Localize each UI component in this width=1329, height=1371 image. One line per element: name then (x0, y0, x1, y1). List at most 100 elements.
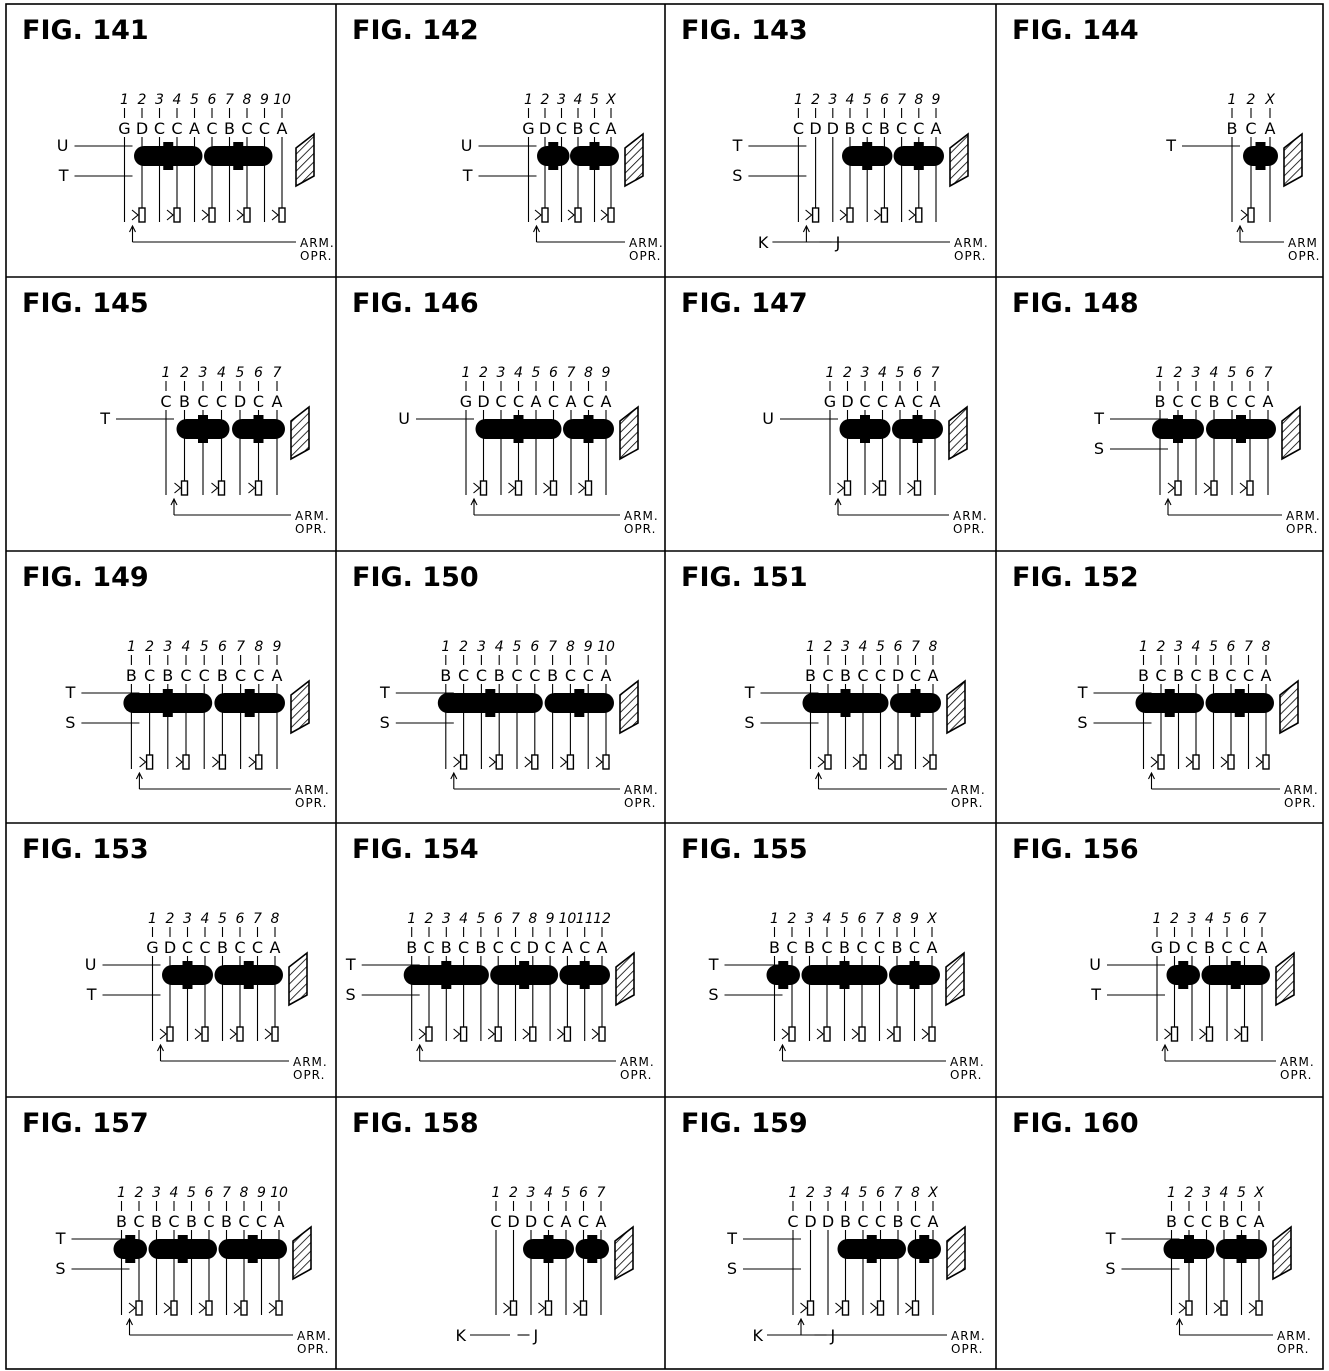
slab-pin (244, 689, 255, 717)
arm-label: ARM. (1277, 1329, 1312, 1343)
opr-label: OPR. (1280, 1068, 1312, 1082)
contact-tip (591, 1028, 599, 1040)
contact-number: 3 (155, 92, 164, 108)
contact-letter: D (804, 1212, 816, 1231)
contact-tip (908, 209, 916, 221)
contact-letter: A (277, 119, 288, 138)
contact-number: 3 (841, 639, 850, 655)
contact-letter: C (510, 938, 521, 957)
contact-letter: D (234, 392, 246, 411)
contact-letter: C (579, 938, 590, 957)
grid-frame (5, 3, 1324, 1370)
contact-letter: C (513, 392, 524, 411)
contact-tip (870, 1302, 878, 1314)
contact-number: 5 (863, 92, 872, 108)
contact-number: 6 (205, 1185, 214, 1201)
contact-number: 2 (811, 92, 820, 108)
contact-number: 7 (1244, 639, 1253, 655)
stop-plate (945, 951, 965, 1007)
side-label: T (708, 955, 719, 974)
contact-letter: A (1254, 1212, 1265, 1231)
arm-arrow (1148, 771, 1155, 780)
contact-letter: C (875, 666, 886, 685)
contact-number: 1 (162, 365, 171, 381)
contact-point (1255, 1300, 1263, 1316)
arm-label: ARM. (1286, 509, 1321, 523)
arm-label: ARM. (951, 783, 986, 797)
contact-number: 8 (566, 639, 575, 655)
contact-number: 1 (120, 92, 129, 108)
contact-point (894, 754, 902, 770)
contact-number: 2 (135, 1185, 144, 1201)
contact-tip (534, 209, 542, 221)
contact-letter: C (1201, 1212, 1212, 1231)
figure-title: FIG. 152 (1012, 562, 1139, 593)
contact-number: 4 (544, 1185, 553, 1201)
contact-letter: B (839, 938, 850, 957)
arm-arrow (779, 1043, 786, 1052)
side-label: S (732, 166, 742, 185)
slab-pin (1236, 415, 1246, 443)
contact-number: 2 (145, 639, 154, 655)
arm-arrow (533, 224, 540, 233)
contact-point (549, 480, 558, 496)
contact-letter: D (527, 938, 539, 957)
stop-plate (614, 1225, 634, 1281)
contact-tip (212, 756, 220, 768)
figure-title: FIG. 141 (22, 15, 149, 46)
contact-number: 9 (260, 92, 269, 108)
contact-tip (229, 1028, 237, 1040)
opr-label: OPR. (1288, 249, 1320, 263)
contact-letter: C (495, 392, 506, 411)
contact-tip (233, 1302, 241, 1314)
contact-number: 10 (273, 92, 291, 108)
contact-number: 5 (532, 365, 541, 381)
contact-letter: C (197, 392, 208, 411)
contact-number: 10 (597, 639, 615, 655)
contact-number: 2 (180, 365, 189, 381)
contact-point (138, 207, 146, 223)
contact-point (170, 1300, 178, 1316)
contact-point (529, 1026, 537, 1042)
k-label: K (753, 1326, 764, 1345)
contact-number: 2 (459, 639, 468, 655)
stop-plate (290, 679, 310, 735)
side-label: S (65, 713, 75, 732)
contact-point (509, 1300, 518, 1316)
contact-number: X (605, 92, 616, 108)
contact-letter: C (912, 392, 923, 411)
side-label: T (58, 166, 69, 185)
contact-letter: A (601, 666, 612, 685)
contact-letter: C (909, 938, 920, 957)
contact-tip (600, 209, 608, 221)
contact-point (915, 207, 923, 223)
contact-number: 2 (824, 639, 833, 655)
contact-letter: C (203, 1212, 214, 1231)
contact-letter: C (859, 392, 870, 411)
contact-letter: C (913, 119, 924, 138)
contact-number: 6 (530, 639, 539, 655)
slab-pin (1184, 1235, 1194, 1263)
slab-pin (513, 415, 524, 443)
contact-tip (921, 1028, 929, 1040)
contact-letter: B (126, 666, 137, 685)
contact-number: 5 (1223, 911, 1232, 927)
contact-number: 8 (911, 1185, 920, 1201)
arm-arrow (416, 1043, 424, 1052)
j-label: J (830, 1326, 836, 1345)
contact-number: 2 (425, 911, 434, 927)
contact-number: 4 (459, 911, 468, 927)
contact-letter: C (253, 392, 264, 411)
contact-number: 3 (1188, 911, 1197, 927)
contact-letter: B (1138, 666, 1149, 685)
contact-letter: B (879, 119, 890, 138)
contact-tip (248, 756, 256, 768)
opr-label: OPR. (295, 522, 327, 536)
contact-number: 7 (273, 365, 282, 381)
contact-point (275, 1300, 283, 1316)
contact-tip (852, 756, 860, 768)
contact-letter: C (821, 938, 832, 957)
contact-number: 2 (479, 365, 488, 381)
